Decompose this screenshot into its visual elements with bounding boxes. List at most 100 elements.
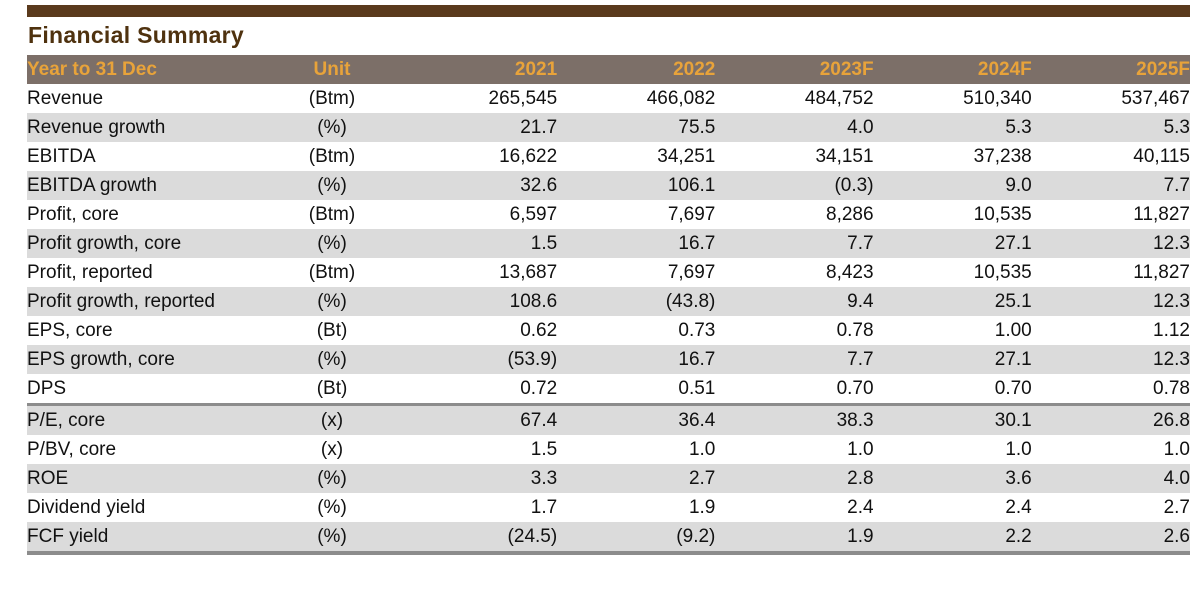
value-cell: 4.0 bbox=[715, 113, 874, 142]
value-cell: 2.4 bbox=[847, 497, 874, 518]
row-label-cell: Profit growth, core bbox=[27, 229, 265, 258]
value-cell: 12.3 bbox=[1031, 287, 1190, 316]
table-row: Profit growth, core (%) 1.5 16.7 7.7 27.1 12.3 bbox=[27, 229, 1190, 258]
value-cell: 7,697 bbox=[667, 262, 716, 283]
row-label-cell: EBITDA growth bbox=[27, 171, 265, 200]
table-row: P/E, core (x) 67.4 36.4 38.3 30.1 26.8 bbox=[27, 403, 1190, 435]
value-cell: 1.00 bbox=[994, 320, 1032, 341]
value-cell: 5.3 bbox=[1031, 113, 1190, 142]
value-cell: 12.3 bbox=[1031, 345, 1190, 374]
table-row: EBITDA (Btm) 16,622 34,251 34,151 37,238 40,11… bbox=[27, 142, 1190, 171]
row-label-cell: Profit, core bbox=[27, 204, 119, 225]
value-cell: 484,752 bbox=[804, 88, 874, 109]
row-label-cell: DPS bbox=[27, 378, 67, 399]
value-cell: 0.72 bbox=[520, 378, 558, 399]
table-row: Profit growth, reported (%) 108.6 (43.8) 9.4… bbox=[27, 287, 1190, 316]
table-row: EBITDA growth (%) 32.6 106.1 (0.3) 9.0 7.7 bbox=[27, 171, 1190, 200]
value-cell: 16.7 bbox=[557, 345, 716, 374]
value-cell: 1.5 bbox=[530, 439, 558, 460]
value-cell: 40,115 bbox=[1133, 146, 1190, 167]
value-cell: 38.3 bbox=[715, 403, 874, 435]
unit-cell: (%) bbox=[265, 287, 399, 316]
value-cell: 1.0 bbox=[847, 439, 874, 460]
page-title: Financial Summary bbox=[28, 22, 245, 48]
value-cell: 12.3 bbox=[1031, 229, 1190, 258]
column-header: 2021 bbox=[399, 55, 558, 84]
unit-cell: (Bt) bbox=[316, 378, 348, 399]
table-row: Profit, core (Btm) 6,597 7,697 8,286 10,535 11… bbox=[27, 200, 1190, 229]
value-cell: (53.9) bbox=[399, 345, 558, 374]
unit-cell: (%) bbox=[265, 113, 399, 142]
value-cell: (9.2) bbox=[557, 522, 716, 555]
value-cell: (0.3) bbox=[715, 171, 874, 200]
row-label-cell: ROE bbox=[27, 464, 265, 493]
value-cell: 0.78 bbox=[836, 320, 874, 341]
table-row: ROE (%) 3.3 2.7 2.8 3.6 4.0 bbox=[27, 464, 1190, 493]
row-label-cell: FCF yield bbox=[27, 522, 265, 555]
row-label-cell: EBITDA bbox=[27, 146, 96, 167]
value-cell: 1.9 bbox=[715, 522, 874, 555]
value-cell: 37,238 bbox=[973, 146, 1032, 167]
column-header: 2024F bbox=[873, 55, 1032, 84]
table-row: Revenue growth (%) 21.7 75.5 4.0 5.3 5.3 bbox=[27, 113, 1190, 142]
value-cell: 3.6 bbox=[873, 464, 1032, 493]
value-cell: 2.8 bbox=[715, 464, 874, 493]
row-label-cell: Revenue bbox=[27, 88, 104, 109]
value-cell: 21.7 bbox=[399, 113, 558, 142]
table-row: DPS (Bt) 0.72 0.51 0.70 0.70 0.78 bbox=[27, 374, 1190, 405]
value-cell: 26.8 bbox=[1031, 403, 1190, 435]
value-cell: 30.1 bbox=[873, 403, 1032, 435]
value-cell: 27.1 bbox=[873, 229, 1032, 258]
value-cell: 108.6 bbox=[399, 287, 558, 316]
value-cell: 0.51 bbox=[678, 378, 716, 399]
value-cell: 11,827 bbox=[1133, 204, 1190, 225]
value-cell: 0.78 bbox=[1153, 378, 1190, 399]
value-cell: 27.1 bbox=[873, 345, 1032, 374]
table-row: Revenue (Btm) 265,545 466,082 484,752 510,340… bbox=[27, 84, 1190, 113]
value-cell: 1.5 bbox=[399, 229, 558, 258]
unit-cell: (x) bbox=[320, 439, 344, 460]
value-cell: (24.5) bbox=[399, 522, 558, 555]
unit-cell: (%) bbox=[265, 345, 399, 374]
value-cell: 1.0 bbox=[1163, 439, 1190, 460]
value-cell: 36.4 bbox=[557, 403, 716, 435]
unit-cell: (%) bbox=[317, 497, 347, 518]
column-header: 2023F bbox=[715, 55, 874, 84]
value-cell: 13,687 bbox=[499, 262, 558, 283]
value-cell: 34,251 bbox=[657, 146, 716, 167]
table-row: P/BV, core (x) 1.5 1.0 1.0 1.0 1.0 bbox=[27, 435, 1190, 464]
value-cell: 75.5 bbox=[557, 113, 716, 142]
row-label-cell: Profit, reported bbox=[27, 262, 153, 283]
value-cell: (43.8) bbox=[557, 287, 716, 316]
unit-cell: (%) bbox=[265, 522, 399, 555]
unit-cell: (%) bbox=[265, 229, 399, 258]
value-cell: 25.1 bbox=[873, 287, 1032, 316]
value-cell: 32.6 bbox=[399, 171, 558, 200]
value-cell: 106.1 bbox=[557, 171, 716, 200]
value-cell: 10,535 bbox=[973, 204, 1032, 225]
row-label-cell: Revenue growth bbox=[27, 113, 265, 142]
value-cell: 466,082 bbox=[646, 88, 716, 109]
value-cell: 0.73 bbox=[678, 320, 716, 341]
row-label-cell: Dividend yield bbox=[27, 497, 146, 518]
value-cell: 11,827 bbox=[1133, 262, 1190, 283]
value-cell: 7.7 bbox=[715, 345, 874, 374]
top-accent-bar bbox=[27, 5, 1190, 17]
value-cell: 10,535 bbox=[973, 262, 1032, 283]
value-cell: 7,697 bbox=[667, 204, 716, 225]
value-cell: 8,423 bbox=[826, 262, 874, 283]
value-cell: 3.3 bbox=[399, 464, 558, 493]
row-label-cell: P/BV, core bbox=[27, 439, 117, 460]
unit-cell: (Btm) bbox=[308, 204, 356, 225]
row-label-cell: EPS growth, core bbox=[27, 345, 265, 374]
value-cell: 265,545 bbox=[488, 88, 558, 109]
value-cell: 2.7 bbox=[1163, 497, 1190, 518]
value-cell: 2.7 bbox=[557, 464, 716, 493]
unit-cell: (Btm) bbox=[308, 146, 356, 167]
row-label-cell: EPS, core bbox=[27, 320, 113, 341]
value-cell: 9.0 bbox=[873, 171, 1032, 200]
value-cell: 67.4 bbox=[399, 403, 558, 435]
column-header: 2022 bbox=[557, 55, 716, 84]
value-cell: 0.62 bbox=[520, 320, 558, 341]
